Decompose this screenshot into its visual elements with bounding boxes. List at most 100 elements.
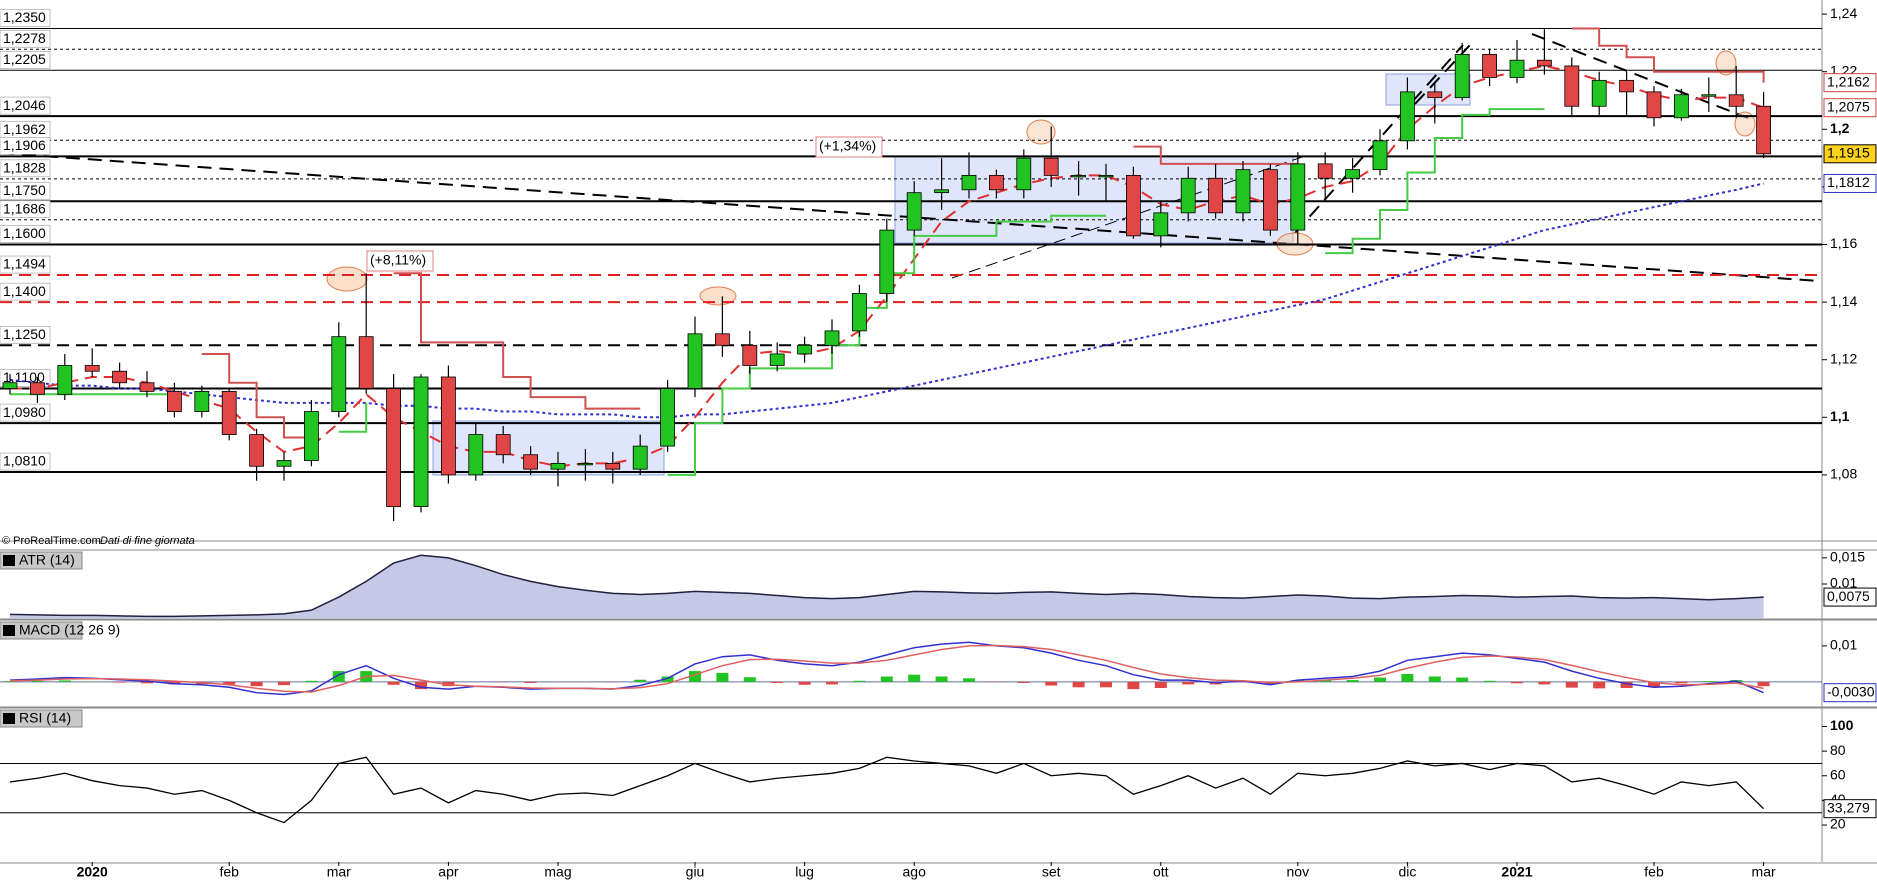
x-tick-label: apr [438,864,459,880]
panel-title: MACD (12 26 9) [19,622,120,638]
highlight [1026,119,1056,145]
candle-body [1126,174,1141,237]
source-note: Dati di fine giornata [100,535,195,547]
candle-body [1619,79,1634,93]
histogram-bar [1675,681,1688,684]
x-tick-label: set [1042,864,1061,880]
candle-body [1043,157,1059,176]
panel-title-icon [3,625,15,636]
level-label-box [0,9,51,27]
level-label-box [0,200,51,219]
range-box [432,420,665,476]
histogram-bar [387,681,400,685]
histogram-bar [1401,673,1414,682]
candle-body [1646,91,1662,119]
level-label-box [0,159,51,178]
candle-body [687,333,703,389]
histogram-bar [743,677,756,682]
line-series [9,641,1764,696]
panel-title-icon [3,555,15,566]
x-tick-label: ago [903,864,927,880]
histogram-bar [1374,677,1386,682]
y-tick-label: 60 [1830,766,1846,782]
level-label: 1,1100 [3,369,45,385]
y-tick-label: 1,12 [1830,350,1857,366]
histogram-bar [141,681,153,684]
level-label-box [0,137,51,155]
line-series [10,108,1545,476]
x-tick-label: mar [327,864,351,880]
last-value-label: 0,0075 [1827,588,1870,604]
histogram-bar [415,681,427,690]
annotations [0,33,1820,476]
last-value-label: 1,2075 [1827,98,1870,114]
candle-body [769,353,785,366]
histogram-bar [1593,681,1606,689]
histogram-bar [524,681,537,683]
level-label: 1,2350 [3,9,46,25]
level-label: 1,1686 [3,200,46,216]
y-tick-label: 100 [1830,717,1854,733]
level-label: 1,1600 [3,225,46,241]
x-tick-label: 2020 [77,864,108,880]
candle-body [742,344,758,366]
histogram-bar [4,681,16,682]
panel-title-box [0,551,83,570]
level-label-box [0,326,51,344]
last-value-box [1823,799,1877,819]
candle-body [386,388,402,507]
last-value-box [1823,144,1877,164]
last-value-box [1823,73,1877,93]
x-tick-label: giu [686,864,705,880]
x-tick-label: 2021 [1501,864,1532,880]
source: © ProRealTime.com [2,535,101,547]
line-series [9,554,1764,618]
y-tick-label: 80 [1830,742,1846,758]
level-label: 1,2205 [3,51,46,67]
line-series [9,644,1764,693]
candle-body [1317,163,1333,179]
candle-body [468,434,484,476]
histogram-bar [1346,680,1359,682]
level-label: 1,0980 [3,404,46,420]
histogram-bar [689,671,701,682]
x-tick-label: nov [1287,864,1310,880]
candle-body [440,376,456,476]
y-tick-label: 1,24 [1830,5,1857,21]
trend-line [1294,44,1464,234]
candle-body [961,174,977,191]
candle-body [1098,174,1114,178]
last-value-label: 1,1812 [1827,174,1870,190]
histogram-bar [1291,680,1304,682]
level-label-box [0,50,51,69]
level-label-box [0,282,51,301]
histogram-bar [1702,681,1715,682]
highlight [1734,111,1756,137]
y-tick-label: 1,14 [1830,293,1857,309]
candle-body [84,365,100,372]
histogram-bar [963,678,975,682]
level-label: 1,1400 [3,283,46,299]
candle-body [1290,163,1306,231]
histogram-bar [31,680,44,682]
last-value-label: 33,279 [1827,799,1870,815]
x-tick-label: mag [544,864,571,880]
candle-body [1591,79,1607,107]
histogram-bar [1017,681,1030,683]
panel-title-icon [3,713,15,724]
range-box [894,155,1294,244]
x-tick-label: ott [1153,864,1169,880]
candle-body [797,344,812,355]
trend-line [1399,44,1471,121]
level-label: 1,1962 [3,121,46,137]
histogram-bar [332,671,345,682]
candle-body [824,330,840,346]
candle-body [2,382,18,389]
histogram-bar [278,681,290,686]
histogram-bar [1538,681,1551,685]
candle-body [1180,177,1196,214]
candle-body [1153,212,1169,237]
candle-body [495,434,511,456]
candle-body [276,460,292,467]
